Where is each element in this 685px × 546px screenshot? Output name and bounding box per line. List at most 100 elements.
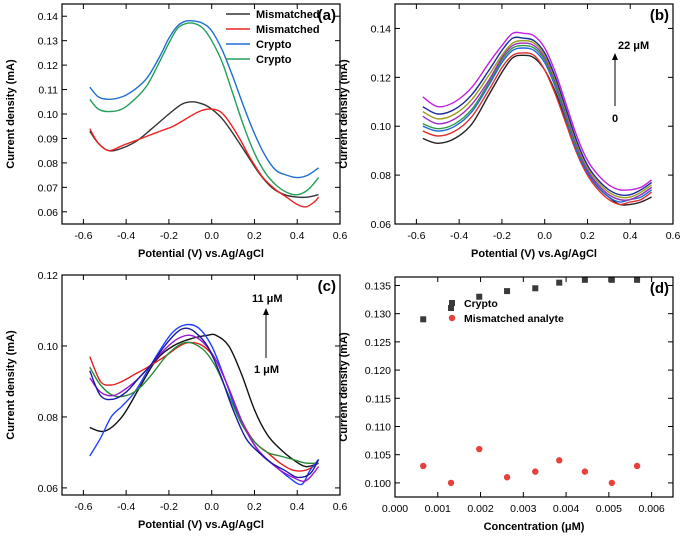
series-line	[89, 323, 320, 486]
data-point	[581, 468, 589, 475]
series-line	[422, 47, 653, 203]
x-tick-label: 0.006	[638, 503, 664, 515]
y-tick-label: 0.09	[38, 133, 59, 145]
x-tick-label: 0.005	[596, 503, 622, 515]
x-tick-label: 0.0	[204, 230, 219, 242]
legend-label: Crypto	[256, 54, 292, 66]
x-tick-label: 0.4	[290, 501, 305, 513]
panel-label: (d)	[650, 280, 669, 297]
x-tick-label: 0.004	[553, 503, 579, 515]
plot-frame	[61, 274, 341, 496]
x-tick-label: 0.4	[623, 230, 638, 242]
x-tick-label: 0.6	[666, 230, 681, 242]
y-tick-label: 0.11	[38, 85, 58, 97]
y-tick-label: 0.08	[38, 412, 59, 424]
series-line	[89, 108, 320, 208]
y-tick-label: 0.12	[371, 72, 392, 84]
x-tick-label: -0.2	[160, 501, 178, 513]
series-line	[89, 101, 319, 199]
x-tick-label: -0.6	[74, 230, 92, 242]
panel-d-chart: 0.000 0.001 0.002 0.003 0.004 0.005 0.006 0.100…	[338, 276, 674, 533]
y-tick-label: 0.135	[365, 280, 391, 292]
y-tick-label: 0.130	[365, 309, 391, 321]
y-tick-label: 0.07	[38, 182, 59, 194]
x-tick-label: -0.4	[117, 230, 135, 242]
data-point	[581, 277, 588, 283]
x-tick-label: 0.4	[290, 230, 305, 242]
y-tick-label: 0.06	[38, 483, 59, 495]
x-tick-label: 0.003	[510, 503, 536, 515]
y-axis-label: Current density (mA)	[5, 330, 17, 440]
y-tick-label: 0.10	[38, 109, 59, 121]
plot-frame	[61, 3, 341, 225]
x-axis-label: Potential (V) vs.Ag/AgCl	[138, 519, 264, 531]
legend-marker	[449, 300, 455, 306]
y-axis-label: Current density (mA)	[5, 59, 17, 169]
x-tick-label: 0.6	[333, 230, 348, 242]
x-tick-label: -0.6	[74, 501, 92, 513]
legend-label: Mismatched analyte	[464, 313, 564, 325]
legend-marker	[448, 314, 456, 322]
data-point	[447, 479, 455, 487]
series-line	[89, 22, 320, 196]
x-tick-label: -0.4	[117, 501, 135, 513]
x-tick-label: 0.6	[333, 501, 348, 513]
series-line	[89, 327, 320, 479]
y-tick-label: 0.120	[365, 365, 391, 377]
data-point	[532, 285, 539, 292]
series-line	[422, 31, 653, 191]
plot-frame	[394, 276, 674, 498]
annotation-bottom: 0	[612, 113, 618, 125]
x-tick-label: 0.0	[204, 501, 219, 513]
series-line	[89, 19, 320, 179]
series-line	[89, 341, 319, 465]
legend-label: Mismatched	[256, 9, 320, 21]
y-tick-label: 0.14	[371, 23, 392, 35]
x-tick-label: 0.000	[382, 503, 408, 515]
data-point	[556, 279, 563, 286]
series-line	[422, 52, 653, 206]
x-tick-label: 0.2	[247, 230, 262, 242]
x-axis-label: Potential (V) vs.Ag/AgCl	[471, 248, 597, 260]
data-point	[634, 277, 641, 283]
panel-label: (c)	[318, 278, 336, 295]
series-line	[89, 333, 319, 468]
y-tick-label: 0.10	[38, 341, 59, 353]
panel-label: (a)	[318, 7, 336, 24]
data-point	[504, 288, 511, 295]
annotation-bottom: 1 μM	[254, 364, 279, 376]
x-tick-label: -0.4	[450, 230, 468, 242]
series-line	[89, 341, 319, 472]
x-tick-label: 0.0	[537, 230, 552, 242]
data-point	[476, 445, 483, 453]
y-axis-label: Current density (mA)	[338, 332, 350, 442]
y-tick-label: 0.08	[38, 158, 59, 170]
data-point	[448, 305, 455, 312]
data-point	[608, 479, 616, 487]
y-tick-label: 0.12	[38, 270, 59, 282]
x-tick-label: -0.2	[493, 230, 511, 242]
data-point	[420, 316, 427, 323]
x-tick-label: 0.001	[425, 503, 451, 515]
annotation-top: 11 μM	[252, 293, 283, 305]
y-tick-label: 0.100	[365, 478, 391, 490]
y-tick-label: 0.06	[38, 207, 59, 219]
y-tick-label: 0.105	[365, 450, 391, 462]
x-tick-label: 0.002	[467, 503, 493, 515]
data-point	[503, 474, 511, 481]
series-group	[420, 277, 641, 487]
panel-b-chart: -0.6 -0.4 -0.2 0.0 0.2 0.4 0.6 0.06 0.08 0.10 0.12…	[338, 3, 681, 260]
series-group	[89, 19, 320, 208]
annotation-top: 22 μM	[618, 40, 649, 52]
data-point	[633, 462, 641, 470]
legend-label: Crypto	[464, 298, 498, 310]
panel-label: (b)	[650, 7, 669, 24]
series-group	[422, 31, 653, 206]
arrow-head	[263, 308, 269, 315]
panel-c-chart: -0.6 -0.4 -0.2 0.0 0.2 0.4 0.6 0.06 0.08 0.10 0.12…	[5, 270, 347, 531]
data-point	[532, 468, 539, 475]
series-line	[89, 334, 320, 482]
y-tick-label: 0.12	[38, 60, 59, 72]
series-line	[422, 36, 653, 196]
